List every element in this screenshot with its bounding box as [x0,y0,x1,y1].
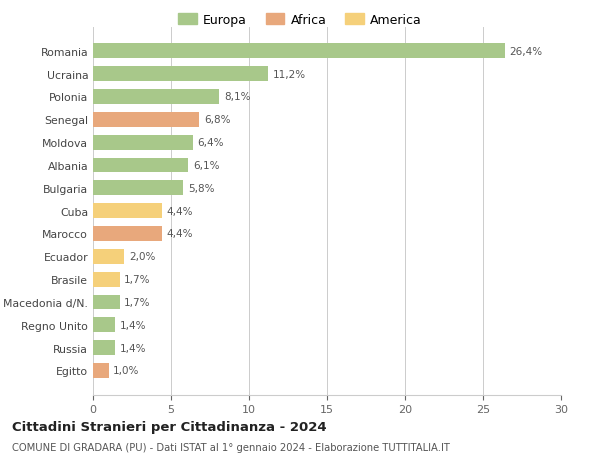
Bar [93,249,124,264]
Text: 6,1%: 6,1% [193,161,220,171]
Text: 8,1%: 8,1% [224,92,251,102]
Bar [93,227,161,241]
Legend: Europa, Africa, America: Europa, Africa, America [173,9,427,32]
Bar [93,181,184,196]
Bar [93,204,161,218]
Text: 5,8%: 5,8% [188,183,215,193]
Text: 1,7%: 1,7% [124,274,151,285]
Text: 1,0%: 1,0% [113,366,140,375]
Text: 6,4%: 6,4% [197,138,224,148]
Bar [93,44,505,59]
Bar [93,90,220,105]
Text: 4,4%: 4,4% [166,206,193,216]
Text: 4,4%: 4,4% [166,229,193,239]
Text: Cittadini Stranieri per Cittadinanza - 2024: Cittadini Stranieri per Cittadinanza - 2… [12,420,326,433]
Bar [93,158,188,173]
Text: 1,7%: 1,7% [124,297,151,307]
Text: 11,2%: 11,2% [272,69,305,79]
Bar [93,112,199,128]
Bar [93,135,193,150]
Text: 26,4%: 26,4% [509,47,542,56]
Text: 1,4%: 1,4% [119,343,146,353]
Bar [93,272,119,287]
Bar [93,363,109,378]
Bar [93,295,119,310]
Text: 1,4%: 1,4% [119,320,146,330]
Bar [93,341,115,355]
Text: COMUNE DI GRADARA (PU) - Dati ISTAT al 1° gennaio 2024 - Elaborazione TUTTITALIA: COMUNE DI GRADARA (PU) - Dati ISTAT al 1… [12,442,450,452]
Text: 2,0%: 2,0% [129,252,155,262]
Bar [93,318,115,332]
Text: 6,8%: 6,8% [204,115,230,125]
Bar [93,67,268,82]
